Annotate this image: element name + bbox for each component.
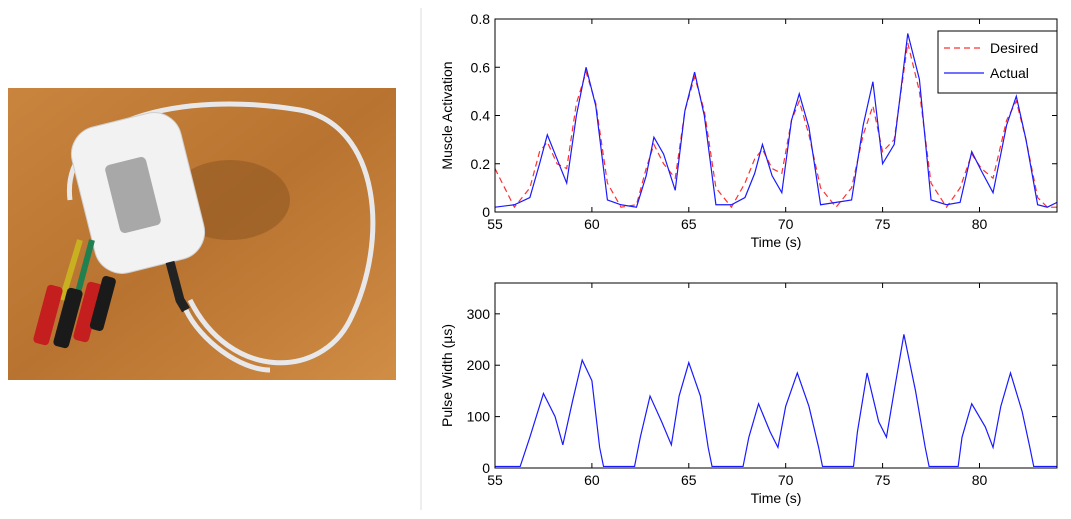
x-tick-label: 75 — [875, 472, 891, 488]
x-tick-label: 55 — [487, 216, 503, 232]
legend-label: Desired — [990, 40, 1038, 56]
x-tick-label: 65 — [681, 216, 697, 232]
photo — [8, 88, 396, 380]
y-tick-label: 0 — [482, 204, 490, 220]
y-axis-label: Pulse Width (µs) — [439, 324, 455, 427]
y-axis-label: Muscle Activation — [439, 61, 455, 169]
x-tick-label: 80 — [972, 472, 988, 488]
x-tick-label: 55 — [487, 472, 503, 488]
x-tick-label: 70 — [778, 216, 794, 232]
y-tick-label: 0 — [482, 460, 490, 476]
data-line — [495, 334, 1057, 468]
y-tick-label: 0.2 — [471, 156, 491, 172]
data-line — [494, 33, 1058, 208]
y-tick-label: 0.6 — [471, 59, 491, 75]
x-axis-label: Time (s) — [751, 234, 802, 250]
x-tick-label: 60 — [584, 472, 600, 488]
x-axis-label: Time (s) — [751, 490, 802, 506]
x-tick-label: 75 — [875, 216, 891, 232]
y-tick-label: 300 — [467, 306, 491, 322]
x-tick-label: 65 — [681, 472, 697, 488]
y-tick-label: 100 — [467, 409, 491, 425]
plot-frame — [494, 282, 1058, 469]
legend-label: Actual — [990, 65, 1029, 81]
x-tick-label: 80 — [972, 216, 988, 232]
x-tick-label: 60 — [584, 216, 600, 232]
y-tick-label: 200 — [467, 357, 491, 373]
legend-box — [937, 30, 1058, 94]
x-tick-label: 70 — [778, 472, 794, 488]
y-tick-label: 0.8 — [471, 11, 491, 27]
y-tick-label: 0.4 — [471, 108, 491, 124]
